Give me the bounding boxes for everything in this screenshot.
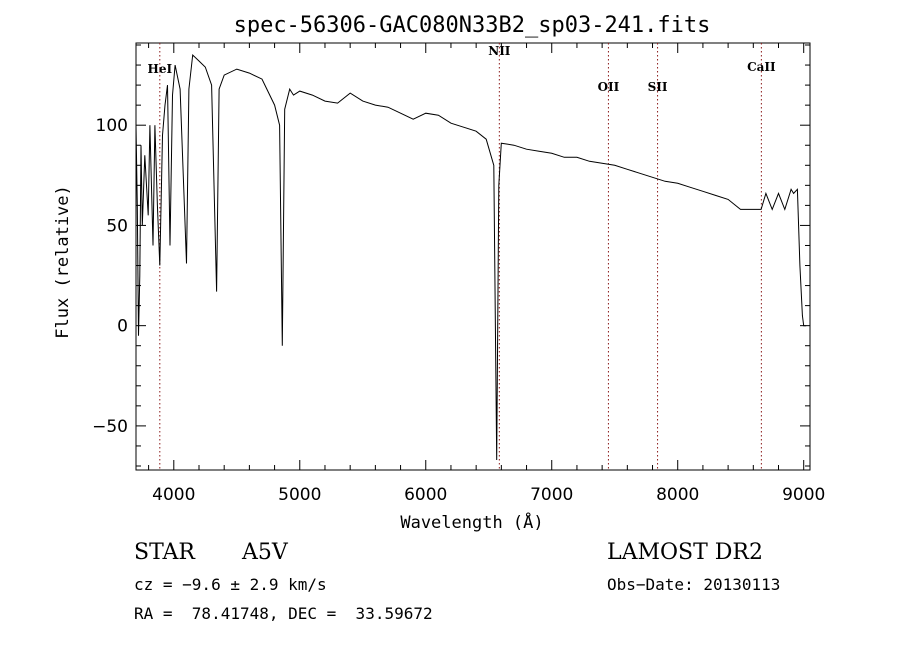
x-tick-label: 6000 [404,485,447,505]
axis-ticks: 4000 5000 6000 7000 8000 9000 −50 0 50 100 [92,43,825,505]
spectral-line-label: SII [648,80,668,94]
spectral-line-label: NII [488,44,511,58]
survey-name: LAMOST DR2 [607,540,763,565]
plot-frame [135,42,811,471]
spectral-line-label: HeI [148,62,173,76]
x-tick-label: 4000 [152,485,195,505]
spectral-line-label: OII [598,80,620,94]
redshift-cz: cz = −9.6 ± 2.9 km/s [134,575,327,594]
y-tick-label: −50 [92,417,128,437]
object-class: STAR [134,540,195,565]
object-subclass: A5V [242,540,288,565]
spectral-line-markers: HeI NII OII SII CaII [148,43,776,470]
x-tick-label: 7000 [530,485,573,505]
spectrum-line [135,53,807,461]
y-tick-label: 100 [96,116,128,136]
chart-title: spec-56306-GAC080N33B2_sp03-241.fits [234,13,711,38]
x-tick-label: 9000 [782,485,825,505]
y-tick-label: 50 [106,216,128,236]
coordinates: RA = 78.41748, DEC = 33.59672 [134,604,433,623]
x-tick-label: 8000 [656,485,699,505]
x-axis-label: Wavelength (Å) [400,511,543,533]
y-tick-label: 0 [117,317,128,337]
y-axis-label: Flux (relative) [53,185,73,339]
observation-date: Obs−Date: 20130113 [607,575,781,594]
spectral-line-label: CaII [747,60,776,74]
x-tick-label: 5000 [278,485,321,505]
